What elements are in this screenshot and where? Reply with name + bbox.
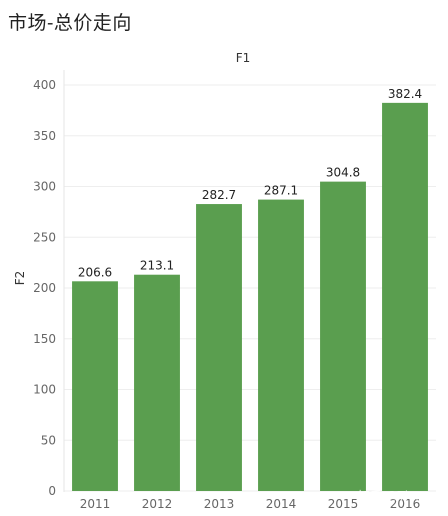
data-label-2012: 213.1 <box>140 259 174 273</box>
gridlines <box>64 84 436 492</box>
bar-2016[interactable] <box>382 102 428 491</box>
x-tick-label: 2016 <box>390 497 421 511</box>
y-tick-label: 200 <box>33 281 56 295</box>
y-axis-title: F2 <box>13 271 27 286</box>
data-label-2011: 206.6 <box>78 265 112 279</box>
y-tick-label: 350 <box>33 129 56 143</box>
data-label-2014: 287.1 <box>264 184 298 198</box>
y-tick-label: 400 <box>33 78 56 92</box>
bars <box>72 102 428 492</box>
x-tick-label: 2013 <box>204 497 235 511</box>
y-axis-ticks: 0 50 100 150 200 250 300 350 400 <box>33 78 56 498</box>
bar-2012[interactable] <box>134 274 180 491</box>
bar-2014[interactable] <box>258 199 304 491</box>
y-tick-label: 100 <box>33 383 56 397</box>
bar-2011[interactable] <box>72 281 118 491</box>
data-label-2015: 304.8 <box>326 166 360 180</box>
y-tick-label: 0 <box>48 484 56 498</box>
data-label-2013: 282.7 <box>202 188 236 202</box>
bar-2015[interactable] <box>320 181 366 492</box>
x-tick-label: 2011 <box>80 497 111 511</box>
y-tick-label: 250 <box>33 230 56 244</box>
data-labels: 206.6 213.1 282.7 287.1 304.8 382.4 <box>78 87 422 279</box>
x-tick-label: 2015 <box>328 497 359 511</box>
x-tick-label: 2014 <box>266 497 297 511</box>
x-tick-label: 2012 <box>142 497 173 511</box>
y-tick-label: 150 <box>33 332 56 346</box>
data-label-2016: 382.4 <box>388 87 422 101</box>
page-title: 市场-总价走向 <box>8 12 132 34</box>
x-axis-ticks: 2011 2012 2013 2014 2015 2016 <box>80 497 421 511</box>
y-tick-label: 50 <box>41 433 56 447</box>
chart-title: F1 <box>236 51 251 65</box>
bar-2013[interactable] <box>196 204 242 491</box>
watermark-text: 知乎 @Tianna <box>358 489 438 503</box>
y-tick-label: 300 <box>33 180 56 194</box>
